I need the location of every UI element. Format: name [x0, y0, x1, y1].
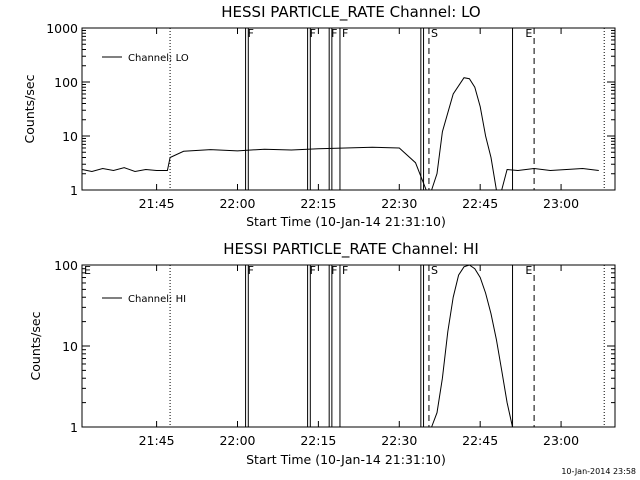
- flag-label: E: [525, 264, 532, 277]
- y-tick-label: 100: [54, 258, 78, 273]
- x-tick-label: 22:45: [462, 196, 498, 211]
- x-tick-label: 22:30: [381, 196, 417, 211]
- y-tick-label: 10: [62, 339, 78, 354]
- x-tick-label: 22:15: [300, 433, 336, 448]
- flag-label: F: [331, 27, 337, 40]
- plot-frame: [81, 27, 616, 191]
- flag-label: F: [331, 264, 337, 277]
- y-tick-label: 1000: [46, 21, 78, 36]
- x-tick-label: 21:45: [139, 196, 175, 211]
- flag-label: F: [342, 27, 348, 40]
- series-line: [81, 77, 599, 191]
- y-axis-label: Counts/sec: [22, 74, 37, 143]
- flag-label: S: [431, 27, 438, 40]
- x-axis-label: Start Time (10-Jan-14 21:31:10): [246, 452, 446, 467]
- x-tick-label: 22:00: [219, 433, 255, 448]
- chart-title: HESSI PARTICLE_RATE Channel: LO: [221, 3, 480, 22]
- flag-label: S: [431, 264, 438, 277]
- series-line: [431, 264, 513, 428]
- y-tick-label: 1: [70, 183, 78, 198]
- x-axis-label: Start Time (10-Jan-14 21:31:10): [246, 214, 446, 229]
- marks: E F F F F S E21:45 22:00 22:15 22:30 22:45 23:00110…: [54, 258, 615, 448]
- flag-label: F: [310, 27, 316, 40]
- x-tick-label: 23:00: [543, 433, 579, 448]
- y-axis-label: Counts/sec: [28, 311, 43, 380]
- flag-label: E: [84, 264, 91, 277]
- flag-label: F: [310, 264, 316, 277]
- panel-lo: HESSI PARTICLE_RATE Channel: LO Counts/s…: [22, 3, 616, 229]
- x-tick-label: 22:45: [462, 433, 498, 448]
- y-tick-label: 1: [70, 420, 78, 435]
- legend: Channel: LO: [102, 53, 189, 64]
- marks: F F F F S E21:45 22:00 22:15 22:30 22:45 23:001101…: [46, 21, 615, 211]
- flag-label: E: [525, 27, 532, 40]
- flag-label: F: [248, 27, 254, 40]
- legend-label: Channel: HI: [128, 294, 186, 305]
- x-tick-label: 23:00: [543, 196, 579, 211]
- chart-title: HESSI PARTICLE_RATE Channel: HI: [223, 240, 479, 259]
- x-tick-label: 22:00: [219, 196, 255, 211]
- legend-label: Channel: LO: [128, 53, 189, 64]
- x-tick-label: 21:45: [139, 433, 175, 448]
- panel-hi: HESSI PARTICLE_RATE Channel: HI Counts/s…: [28, 240, 616, 467]
- flag-label: F: [342, 264, 348, 277]
- x-tick-label: 22:15: [300, 196, 336, 211]
- y-tick-label: 10: [62, 129, 78, 144]
- flag-label: F: [248, 264, 254, 277]
- plot-frame: [81, 264, 616, 428]
- x-tick-label: 22:30: [381, 433, 417, 448]
- legend: Channel: HI: [102, 294, 186, 305]
- timestamp: 10-Jan-2014 23:58: [561, 467, 636, 476]
- y-tick-label: 100: [54, 75, 78, 90]
